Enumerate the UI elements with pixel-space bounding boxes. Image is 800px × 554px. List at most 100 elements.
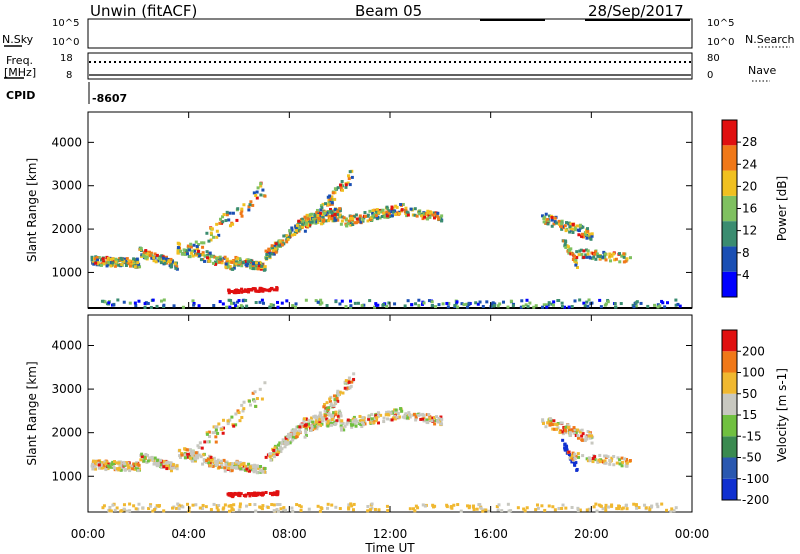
cell-1-260 [205, 460, 209, 464]
cell-1-1247 [237, 508, 241, 512]
cell-1-667 [354, 424, 358, 428]
cell-1-1227 [254, 509, 258, 513]
cell-1-810 [336, 399, 340, 403]
cell-0-125 [135, 257, 139, 261]
cell-1-1062 [588, 431, 592, 435]
cell-1-913 [196, 444, 200, 448]
cell-1-807 [338, 390, 342, 394]
cell-1-40 [119, 468, 123, 472]
cell-0-1188 [622, 260, 626, 264]
cell-1-320 [215, 460, 219, 464]
cell-0-562 [338, 215, 342, 219]
cell-0-103 [129, 262, 133, 266]
cell-0-1384 [526, 305, 530, 309]
cell-1-194 [142, 459, 146, 463]
cell-0-744 [405, 214, 409, 218]
cell-0-1394 [374, 302, 378, 306]
cell-0-1411 [490, 302, 494, 306]
cell-1-215 [150, 455, 154, 459]
cell-0-1158 [628, 256, 632, 260]
cell-0-526 [324, 219, 328, 223]
cell-0-1399 [540, 305, 544, 309]
cell-1-1168 [618, 462, 622, 466]
cell-0-299 [210, 255, 214, 259]
colorbar-tick-label-0-2: 12 [742, 224, 757, 238]
cell-1-48 [132, 462, 136, 466]
cell-1-728 [382, 420, 386, 424]
cell-0-1376 [613, 302, 617, 306]
cell-0-986 [235, 288, 239, 292]
cell-0-1192 [618, 252, 622, 256]
cell-1-764 [422, 415, 426, 419]
cell-1-1020 [574, 431, 578, 435]
cell-0-195 [173, 262, 177, 266]
cell-1-216 [172, 463, 176, 467]
cell-0-716 [370, 216, 374, 220]
cell-1-1372 [282, 506, 286, 510]
cell-0-1242 [532, 305, 536, 309]
nave-tick-low: 0 [707, 70, 714, 81]
freq-label: Freq. [6, 54, 34, 67]
cell-1-114 [106, 462, 110, 466]
cell-0-1291 [349, 304, 353, 308]
freq-tick-low: 8 [66, 70, 73, 81]
cell-1-1285 [496, 508, 500, 512]
cell-1-1416 [621, 506, 625, 510]
cell-0-864 [333, 197, 337, 201]
cell-1-930 [260, 397, 264, 401]
cell-1-1296 [385, 504, 389, 508]
colorbar-seg-1-3 [722, 415, 737, 437]
cell-1-777 [422, 414, 426, 418]
cell-1-723 [372, 421, 376, 425]
cell-1-1368 [201, 503, 205, 507]
cell-1-1140 [603, 454, 607, 458]
cell-1-1197 [591, 457, 595, 461]
cell-0-455 [274, 242, 278, 246]
cell-1-1182 [581, 454, 585, 458]
cell-1-171 [168, 466, 172, 470]
cell-0-605 [330, 216, 334, 220]
cell-1-655 [353, 422, 357, 426]
cell-1-1261 [543, 508, 547, 512]
cell-0-1334 [221, 302, 225, 306]
cell-0-1080 [580, 234, 584, 238]
cell-0-1081 [542, 220, 546, 224]
cell-0-1325 [291, 304, 295, 308]
cell-1-123 [97, 463, 101, 467]
cell-1-484 [276, 443, 280, 447]
cell-1-1153 [571, 451, 575, 455]
cell-1-479 [284, 436, 288, 440]
cell-0-377 [248, 263, 252, 267]
cell-0-1064 [557, 219, 561, 223]
cell-1-676 [341, 421, 345, 425]
cell-1-587 [330, 418, 334, 422]
colorbar-tick-label-1-7: -200 [742, 493, 769, 507]
cell-0-989 [234, 291, 238, 295]
cell-0-395 [241, 261, 245, 265]
cell-1-833 [352, 377, 356, 381]
cell-1-1053 [584, 435, 588, 439]
cell-0-606 [312, 220, 316, 224]
cell-1-383 [252, 470, 256, 474]
cell-0-1408 [197, 304, 201, 308]
cell-0-872 [322, 211, 326, 215]
cell-1-235 [186, 455, 190, 459]
cell-1-609 [335, 419, 339, 423]
cell-1-972 [247, 492, 251, 496]
cell-0-1349 [192, 303, 196, 307]
cell-1-1191 [625, 461, 629, 465]
cell-1-1413 [592, 505, 596, 509]
cell-0-699 [366, 213, 370, 217]
cell-0-1304 [403, 304, 407, 308]
cell-1-1419 [564, 506, 568, 510]
cell-0-1241 [149, 305, 153, 309]
cell-1-589 [309, 420, 313, 424]
xtick-label-4: 16:00 [473, 527, 508, 541]
cell-0-842 [306, 224, 310, 228]
cell-1-860 [343, 380, 347, 384]
cell-1-91 [103, 460, 107, 464]
x-axis-label: Time UT [364, 541, 415, 554]
cell-1-1351 [108, 505, 112, 509]
cell-0-672 [380, 215, 384, 219]
cell-1-274 [223, 469, 227, 473]
